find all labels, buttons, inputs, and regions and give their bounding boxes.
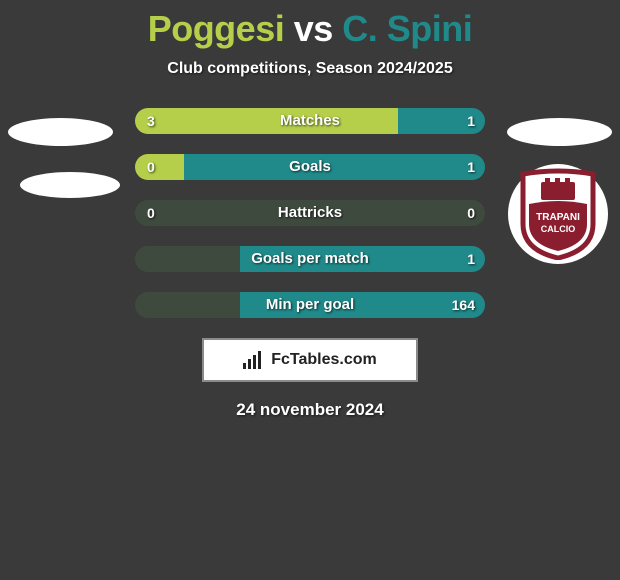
stat-row: Min per goal164 <box>135 292 485 318</box>
svg-text:CALCIO: CALCIO <box>541 224 576 234</box>
svg-text:TRAPANI: TRAPANI <box>536 212 580 223</box>
stat-label: Matches <box>135 108 485 134</box>
player2-name: C. Spini <box>342 8 472 49</box>
player1-avatar-placeholder <box>8 118 113 146</box>
fctables-logo-icon <box>243 351 265 369</box>
stat-label: Hattricks <box>135 200 485 226</box>
player2-avatar-placeholder <box>507 118 612 146</box>
vs-text: vs <box>294 8 333 49</box>
stat-value-right: 1 <box>467 246 475 272</box>
stat-label: Goals <box>135 154 485 180</box>
player2-club-badge: TRAPANI CALCIO <box>508 164 608 264</box>
subtitle: Club competitions, Season 2024/2025 <box>0 60 620 78</box>
stat-value-right: 164 <box>452 292 475 318</box>
stat-row: Hattricks0 0 <box>135 200 485 226</box>
stat-bars: Matches31Goals01Hattricks00Goals per mat… <box>135 108 485 318</box>
stat-label: Goals per match <box>135 246 485 272</box>
stat-row: Matches3 1 <box>135 108 485 134</box>
trapani-shield-icon: TRAPANI CALCIO <box>519 168 597 260</box>
comparison-title: Poggesi vs C. Spini <box>0 0 620 50</box>
stat-value-left: 0 <box>147 154 155 180</box>
stat-value-right: 1 <box>467 108 475 134</box>
player1-club-placeholder <box>20 172 120 198</box>
stat-value-left: 0 <box>147 200 155 226</box>
stat-label: Min per goal <box>135 292 485 318</box>
stat-value-right: 0 <box>467 200 475 226</box>
player1-name: Poggesi <box>148 8 285 49</box>
stat-row: Goals per match1 <box>135 246 485 272</box>
comparison-content: TRAPANI CALCIO Matches31Goals01Hattricks… <box>0 108 620 420</box>
stat-row: Goals0 1 <box>135 154 485 180</box>
fctables-text: FcTables.com <box>271 351 377 369</box>
fctables-badge[interactable]: FcTables.com <box>202 338 418 382</box>
stat-value-left: 3 <box>147 108 155 134</box>
stat-value-right: 1 <box>467 154 475 180</box>
date-text: 24 november 2024 <box>0 400 620 420</box>
